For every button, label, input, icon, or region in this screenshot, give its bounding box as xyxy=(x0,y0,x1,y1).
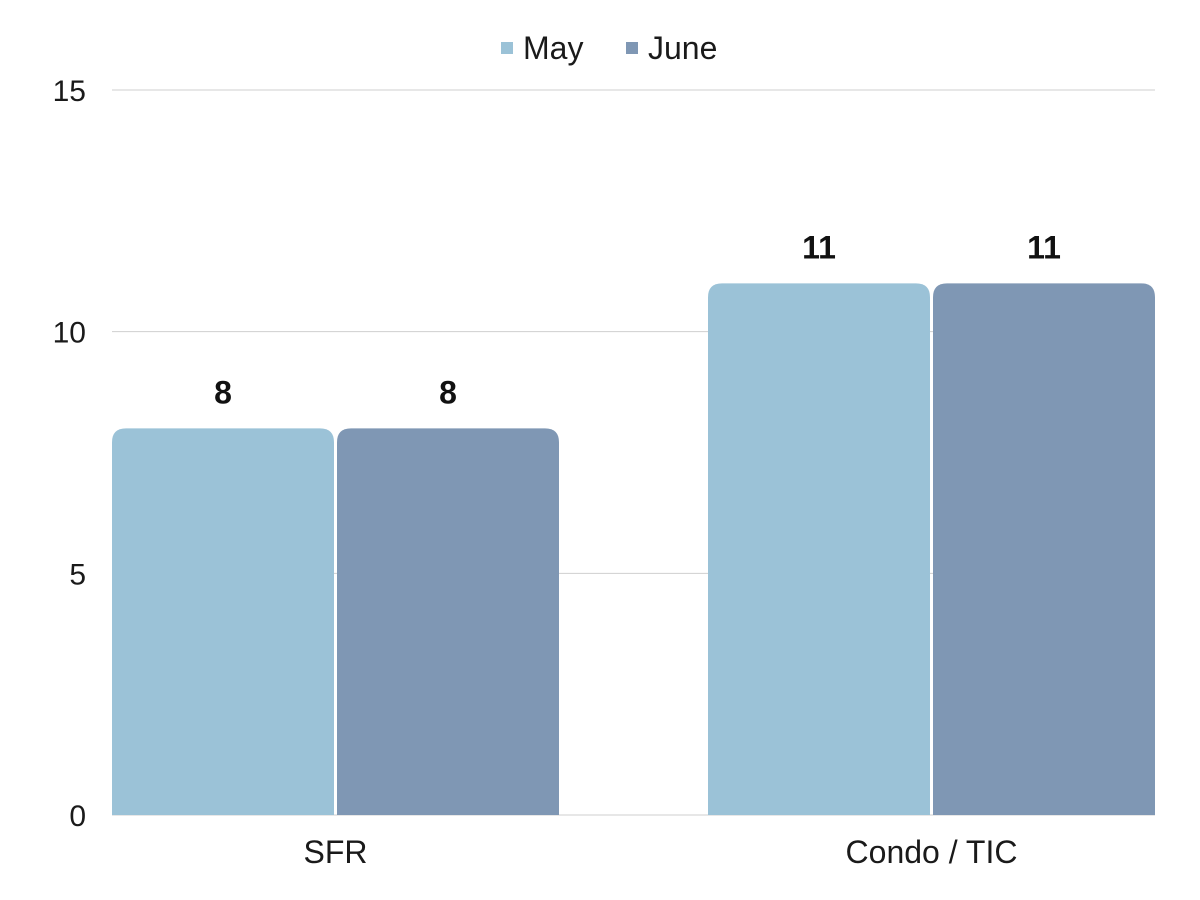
bars xyxy=(112,283,1155,815)
x-category-label: SFR xyxy=(304,834,368,870)
data-label: 11 xyxy=(802,229,836,265)
x-axis: SFR Condo / TIC xyxy=(304,834,1018,870)
bar-may-2 xyxy=(708,283,930,815)
bar-june-1 xyxy=(337,428,559,815)
y-tick-label: 5 xyxy=(69,558,86,591)
legend-swatch-june xyxy=(626,42,638,54)
data-labels: 8 8 11 11 xyxy=(214,229,1061,410)
data-label: 8 xyxy=(439,374,457,410)
bar-may-1 xyxy=(112,428,334,815)
data-label: 8 xyxy=(214,374,232,410)
bar-june-2 xyxy=(933,283,1155,815)
legend-label-may: May xyxy=(523,30,583,66)
legend: May June xyxy=(501,30,717,66)
y-axis: 0 5 10 15 xyxy=(53,75,86,833)
data-label: 11 xyxy=(1027,229,1061,265)
x-category-label: Condo / TIC xyxy=(846,834,1018,870)
legend-label-june: June xyxy=(648,30,717,66)
y-tick-label: 0 xyxy=(69,800,86,833)
legend-swatch-may xyxy=(501,42,513,54)
y-tick-label: 10 xyxy=(53,317,86,350)
y-tick-label: 15 xyxy=(53,75,86,108)
